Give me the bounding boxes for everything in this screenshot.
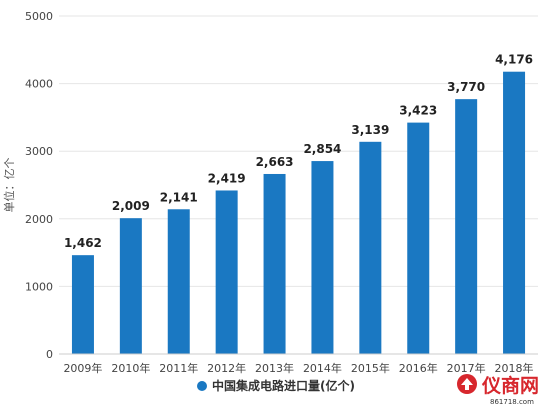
y-axis-ticks: 0 1000 2000 3000 4000 5000 — [25, 10, 53, 361]
data-label: 4,176 — [495, 53, 533, 67]
x-tick-label: 2016年 — [399, 361, 438, 375]
y-tick-label: 2000 — [25, 213, 53, 226]
bars — [71, 71, 526, 355]
legend-marker — [197, 381, 207, 391]
x-tick-label: 2012年 — [207, 361, 246, 375]
data-label: 2,419 — [208, 171, 246, 185]
y-tick-label: 3000 — [25, 145, 53, 158]
logo-emblem — [457, 374, 477, 394]
legend: 中国集成电路进口量(亿个) — [197, 378, 355, 393]
x-tick-label: 2017年 — [447, 361, 486, 375]
x-tick-label: 2009年 — [63, 361, 102, 375]
site-logo: 仪商网 861718.com — [457, 374, 539, 406]
y-axis-title: 单位：亿个 — [2, 158, 16, 213]
y-tick-label: 0 — [46, 348, 53, 361]
x-tick-label: 2011年 — [159, 361, 198, 375]
x-tick-label: 2013年 — [255, 361, 294, 375]
bar — [407, 122, 430, 355]
y-tick-label: 5000 — [25, 10, 53, 23]
y-tick-label: 4000 — [25, 78, 53, 91]
bar — [311, 161, 334, 354]
data-label: 2,009 — [112, 199, 150, 213]
x-tick-label: 2010年 — [111, 361, 150, 375]
bar — [263, 173, 286, 354]
data-label: 3,139 — [351, 123, 389, 137]
bar — [359, 141, 382, 354]
x-tick-label: 2015年 — [351, 361, 390, 375]
data-label: 3,423 — [399, 104, 437, 118]
bar — [119, 218, 142, 354]
x-tick-label: 2018年 — [495, 361, 534, 375]
bar — [71, 255, 94, 354]
data-labels: 1,462 2,009 2,141 2,419 2,663 2,854 3,139 3,423… — [64, 53, 533, 250]
bar — [503, 71, 526, 355]
x-tick-label: 2014年 — [303, 361, 342, 375]
data-label: 2,663 — [256, 155, 294, 169]
data-label: 2,141 — [160, 190, 198, 204]
bar — [167, 209, 190, 354]
data-label: 2,854 — [303, 142, 341, 156]
data-label: 1,462 — [64, 236, 102, 250]
bar — [455, 99, 478, 354]
logo-name: 仪商网 — [481, 374, 539, 397]
legend-label: 中国集成电路进口量(亿个) — [212, 378, 355, 393]
logo-url: 861718.com — [490, 398, 534, 406]
bar — [215, 190, 238, 354]
y-tick-label: 1000 — [25, 280, 53, 293]
data-label: 3,770 — [447, 80, 485, 94]
x-axis-ticks: 2009年 2010年 2011年 2012年 2013年 2014年 2015年 2016年… — [63, 361, 533, 375]
